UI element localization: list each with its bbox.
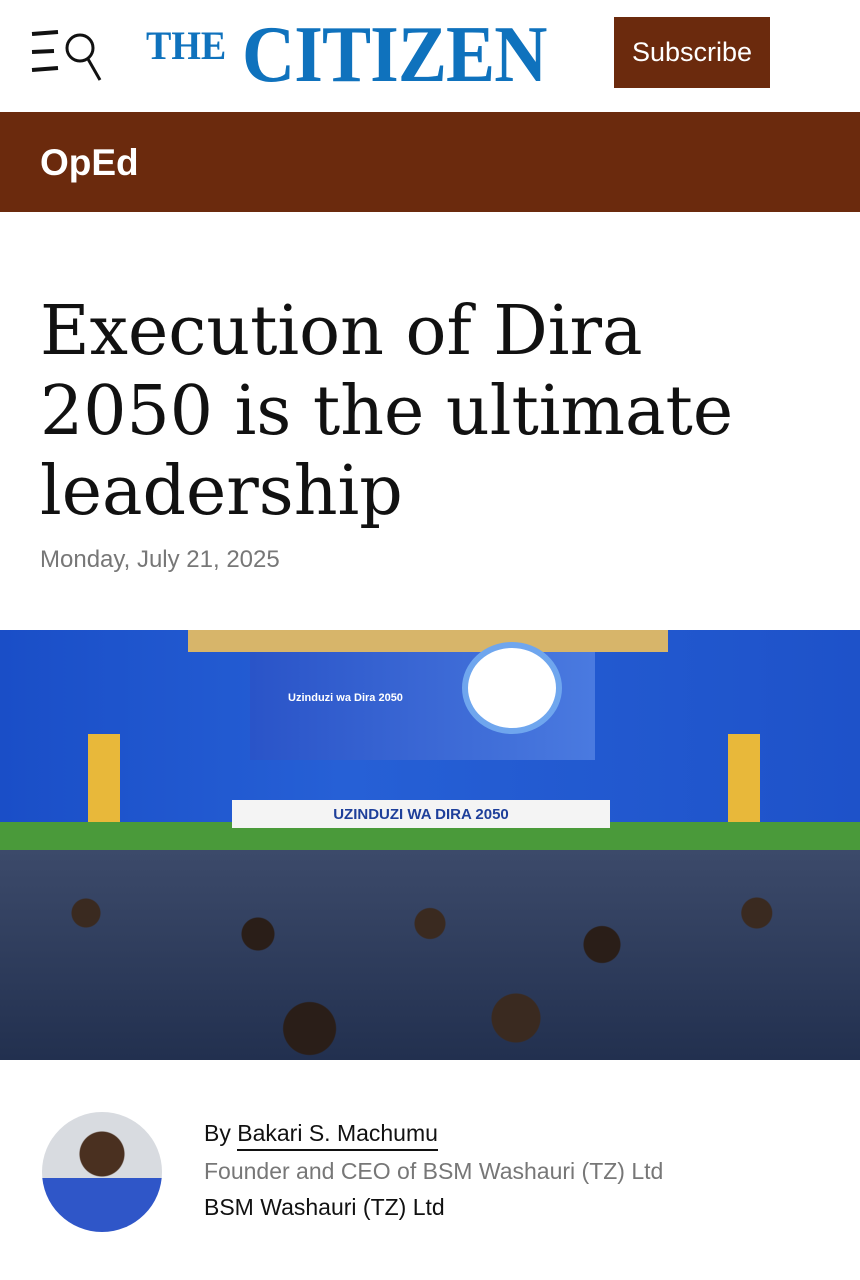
author-organization: BSM Washauri (TZ) Ltd [204, 1194, 445, 1220]
site-header: THE CITIZEN Subscribe [0, 0, 860, 112]
image-dira-logo [462, 642, 562, 734]
author-byline: By Bakari S. Machumu [204, 1120, 438, 1151]
article-date: Monday, July 21, 2025 [40, 546, 280, 573]
image-ceiling [188, 630, 668, 652]
subscribe-button[interactable]: Subscribe [614, 17, 770, 88]
article-hero-image: Uzinduzi wa Dira 2050 UZINDUZI WA DIRA 2… [0, 630, 860, 1060]
image-door [728, 734, 760, 824]
author-name-link[interactable]: Bakari S. Machumu [237, 1120, 438, 1151]
menu-search-icon[interactable] [30, 28, 102, 82]
article-title: Execution of Dira 2050 is the ultimate l… [40, 292, 734, 531]
section-label[interactable]: OpEd [40, 142, 139, 183]
author-avatar[interactable] [42, 1112, 162, 1232]
image-audience [0, 850, 860, 1060]
author-role: Founder and CEO of BSM Washauri (TZ) Ltd [204, 1158, 664, 1184]
image-banner: UZINDUZI WA DIRA 2050 [232, 800, 610, 828]
image-door [88, 734, 120, 824]
section-band: OpEd [0, 112, 860, 212]
